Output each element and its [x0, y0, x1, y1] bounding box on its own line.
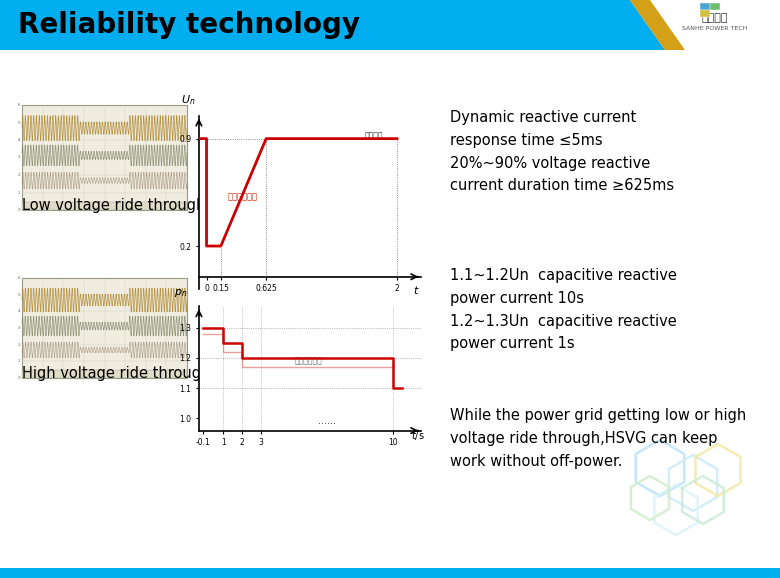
Text: 1: 1 [17, 360, 20, 364]
Bar [22, 370, 187, 378]
Text: 2: 2 [17, 173, 20, 177]
Text: 无功受限区域: 无功受限区域 [228, 192, 257, 201]
Text: SANHE POWER TECH: SANHE POWER TECH [682, 25, 748, 31]
Text: ......: ...... [318, 416, 336, 426]
Text: 6: 6 [17, 103, 20, 107]
Text: Dynamic reactive current
response time ≤5ms
20%~90% voltage reactive
current dur: Dynamic reactive current response time ≤… [450, 110, 674, 194]
Bar [0, 568, 780, 578]
Text: 三和电力: 三和电力 [702, 13, 729, 23]
Text: While the power grid getting low or high
voltage ride through,HSVG can keep
work: While the power grid getting low or high… [450, 408, 746, 469]
Text: High voltage ride through,LVRT: High voltage ride through,LVRT [22, 366, 250, 381]
Polygon shape [700, 10, 710, 17]
Text: 4: 4 [17, 309, 20, 313]
Text: 正常工作: 正常工作 [364, 131, 383, 140]
Text: Reliability technology: Reliability technology [18, 11, 360, 39]
Text: 5: 5 [17, 120, 20, 124]
Polygon shape [0, 0, 665, 50]
Text: 4: 4 [17, 138, 20, 142]
Text: 无功受限区域: 无功受限区域 [294, 357, 322, 365]
Bar [22, 278, 187, 378]
Text: $t$/s: $t$/s [410, 429, 424, 442]
Text: $t$: $t$ [413, 284, 420, 297]
Text: 6: 6 [17, 276, 20, 280]
Text: Low voltage ride through,LVRT: Low voltage ride through,LVRT [22, 198, 244, 213]
Text: 3: 3 [17, 326, 20, 330]
Text: 1: 1 [17, 191, 20, 195]
Bar [22, 105, 187, 210]
Polygon shape [630, 0, 685, 50]
Polygon shape [700, 3, 710, 10]
Text: 0: 0 [17, 376, 20, 380]
Text: 5: 5 [17, 292, 20, 297]
Text: 2: 2 [17, 343, 20, 347]
Bar [22, 202, 187, 210]
Y-axis label: $p_n$: $p_n$ [175, 287, 188, 299]
Text: 1.1~1.2Un  capacitive reactive
power current 10s
1.2~1.3Un  capacitive reactive
: 1.1~1.2Un capacitive reactive power curr… [450, 268, 677, 351]
Polygon shape [710, 3, 720, 10]
Text: 3: 3 [17, 155, 20, 160]
Y-axis label: $U_n$: $U_n$ [180, 93, 195, 107]
Text: 0: 0 [17, 208, 20, 212]
